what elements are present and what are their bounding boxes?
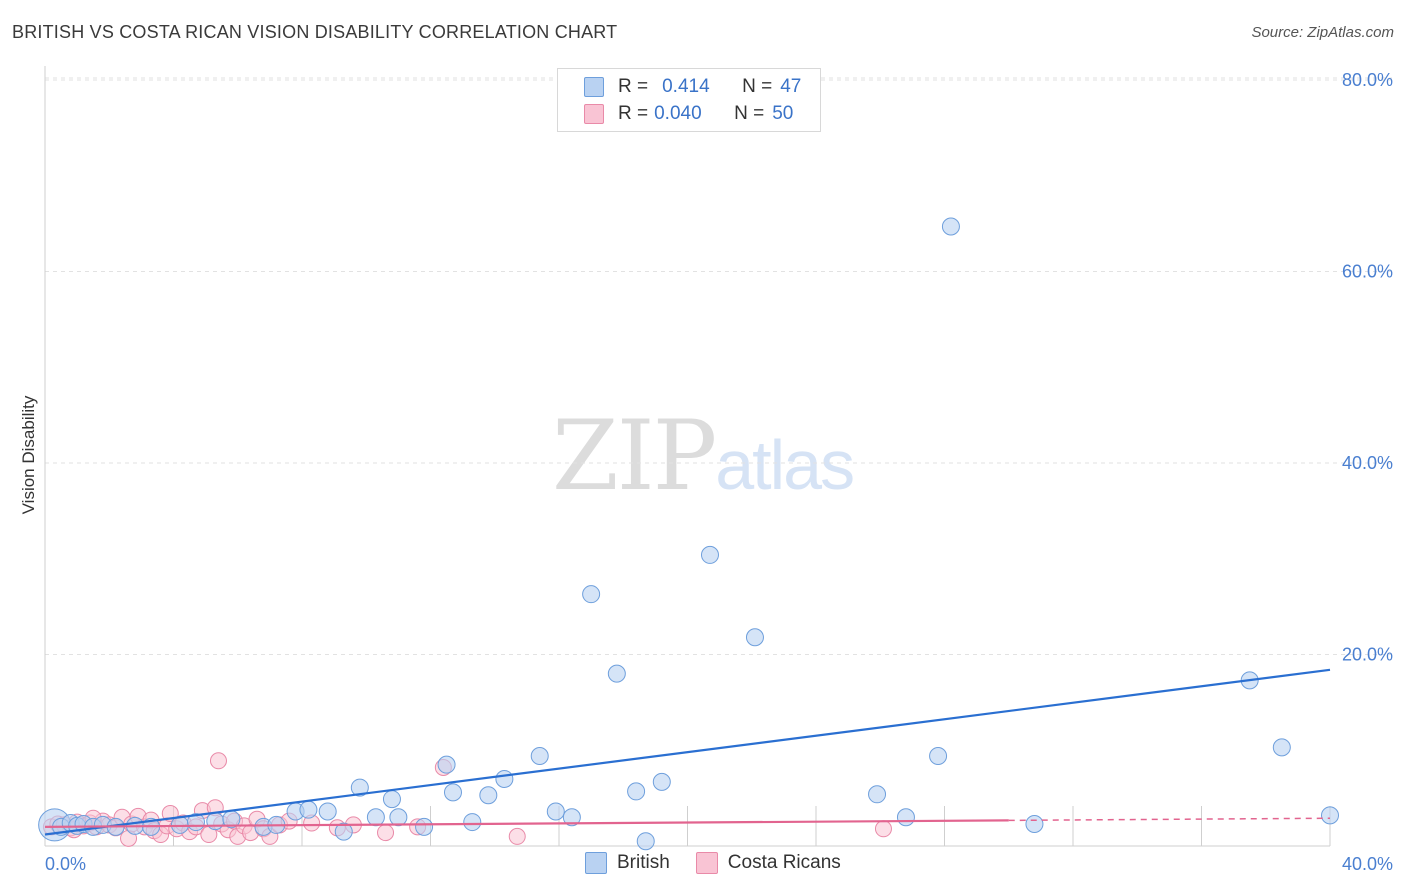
british-point [582,585,601,604]
watermark: ZIPatlas [552,400,855,512]
british-point [652,772,671,791]
x-tick-label: 40.0% [1342,854,1393,874]
y-tick-label: 80.0% [1342,70,1393,90]
series-legend: British Costa Ricans [585,852,867,874]
legend-item-british[interactable]: British [585,852,670,874]
british-point [1272,738,1291,757]
british-legend-label: British [617,852,670,873]
british-point [607,664,626,683]
british-n-label: N = [742,76,773,97]
british-point [479,786,498,805]
british-point [868,785,887,804]
chart-title: BRITISH VS COSTA RICAN VISION DISABILITY… [12,22,618,42]
costa-r-label: R = [618,103,649,124]
british-point [350,778,369,797]
costa-ricans-point [209,752,227,770]
british-r-label: R = [618,76,649,97]
british-point [636,832,655,851]
british-point [415,817,434,836]
costa-ricans-point [874,820,892,838]
y-axis-label: Vision Disability [19,395,38,514]
costa-ricans-point [508,827,526,845]
watermark-zip: ZIP [552,400,717,512]
costa-ricans-swatch [584,104,604,124]
british-point [437,755,456,774]
legend-row-costa-ricans: R = 0.040 N = 50 [584,102,793,126]
y-tick-label: 40.0% [1342,453,1393,473]
costa-ricans-trend-line [44,819,1009,828]
british-point [941,217,960,236]
british-point [495,769,514,788]
british-point [627,782,646,801]
british-r-value: 0.414 [662,76,710,97]
british-point [1321,806,1339,825]
british-point [463,813,482,832]
british-point [530,746,549,765]
british-swatch [584,77,604,97]
legend-item-costa-ricans[interactable]: Costa Ricans [695,852,841,874]
costa-r-value: 0.040 [654,103,702,124]
x-tick-label: 0.0% [45,854,86,874]
watermark-atlas: atlas [715,426,855,504]
british-point [366,808,385,827]
legend-row-british: R = 0.414 N = 47 [584,75,801,99]
british-point [382,790,401,809]
costa-ricans-legend-swatch [695,852,718,874]
british-point [206,812,225,831]
british-point [929,746,948,765]
british-point [562,808,581,827]
y-tick-label: 60.0% [1342,262,1393,282]
tick-labels: 20.0% 40.0% 60.0% 80.0% 0.0% 40.0% [45,70,1393,874]
costa-ricans-points [42,752,892,847]
axes [44,66,1331,847]
costa-n-label: N = [734,103,765,124]
trend-lines [44,668,1331,836]
british-point [443,783,462,802]
british-legend-swatch [585,852,607,874]
british-point [334,822,353,841]
british-point [389,808,408,827]
costa-ricans-point [377,824,395,842]
grid [45,77,1392,655]
british-point [299,800,318,819]
british-point [318,802,337,821]
y-tick-label: 20.0% [1342,645,1393,665]
british-point [700,545,719,564]
british-trend-line [44,668,1331,836]
costa-ricans-trend-extension [1008,817,1331,822]
british-point [745,628,764,647]
british-points [38,217,1339,851]
british-point [896,808,915,827]
costa-ricans-legend-label: Costa Ricans [727,852,841,873]
british-point [546,802,565,821]
british-point [1025,814,1044,833]
british-n-value: 47 [780,76,802,97]
correlation-legend: R = 0.414 N = 47 R = 0.040 N = 50 [557,68,821,132]
costa-n-value: 50 [772,103,794,124]
source-label: Source: ZipAtlas.com [1251,24,1394,41]
